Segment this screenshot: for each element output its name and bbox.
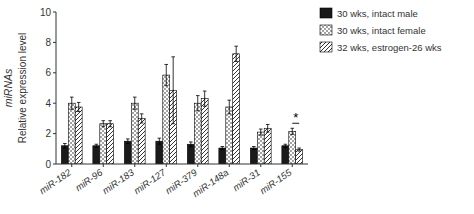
y-tick-label: 2	[45, 128, 51, 139]
legend-swatch	[320, 25, 332, 35]
x-tick	[292, 164, 293, 167]
error-bar	[227, 100, 231, 114]
bar	[296, 150, 303, 164]
y-tick-label: 6	[45, 67, 51, 78]
error-bar	[101, 121, 105, 127]
bar	[289, 131, 296, 164]
y-tick-label: 10	[40, 7, 52, 18]
y-tick-label: 0	[45, 159, 51, 170]
legend-label: 32 wks, estrogen-26 wks	[337, 42, 442, 53]
y-axis	[56, 12, 57, 164]
error-bar	[70, 97, 74, 109]
x-tick-label: miR-31	[231, 167, 262, 194]
bar	[187, 144, 194, 164]
y-axis-label: Relative expression level	[17, 33, 28, 144]
error-bar	[252, 147, 256, 150]
bar	[257, 132, 264, 164]
bar	[226, 107, 233, 164]
error-bar	[77, 102, 81, 111]
x-tick-label: miR-127	[132, 166, 168, 196]
x-tick-label: miR-96	[73, 166, 105, 193]
error-bar	[140, 114, 144, 123]
error-bar	[108, 121, 112, 127]
bar	[131, 103, 138, 164]
legend-swatch	[320, 8, 332, 18]
bar	[163, 75, 170, 164]
bar	[194, 103, 201, 164]
bar	[233, 54, 240, 164]
x-tick	[197, 164, 198, 167]
y-tick-label: 4	[45, 98, 51, 109]
plot-area	[61, 46, 302, 164]
error-bar	[126, 139, 130, 144]
x-tick	[260, 164, 261, 167]
bar	[282, 146, 289, 164]
bar	[68, 103, 75, 164]
x-tick	[229, 164, 230, 167]
error-bar	[189, 142, 193, 147]
error-bar	[63, 143, 67, 148]
error-bar	[203, 91, 207, 106]
x-tick	[103, 164, 104, 167]
error-bar	[133, 97, 137, 109]
error-bar	[266, 124, 270, 132]
error-bar	[221, 147, 225, 150]
error-bar	[259, 129, 263, 135]
error-bar	[164, 64, 168, 85]
bar	[93, 146, 100, 164]
x-tick	[71, 164, 72, 167]
legend-swatch	[320, 42, 332, 52]
x-tick-label: miR-148a	[190, 167, 230, 200]
legend-label: 30 wks, intact male	[337, 8, 418, 19]
error-bar	[95, 144, 99, 147]
bar	[100, 124, 107, 164]
bar	[250, 148, 257, 164]
bar	[201, 99, 208, 164]
bar	[61, 146, 68, 164]
error-bar	[196, 96, 200, 111]
bar	[264, 128, 271, 164]
x-tick	[134, 164, 135, 167]
chart: 0246810miR-182miR-96miR-183miR-127miR-37…	[0, 0, 474, 214]
error-bar	[171, 57, 175, 124]
error-bar	[290, 128, 294, 134]
x-tick	[166, 164, 167, 167]
error-bar	[234, 46, 238, 61]
y-tick-label: 8	[45, 37, 51, 48]
legend-label: 30 wks, intact female	[337, 25, 426, 36]
y-axis-outer-label: miRNAs	[2, 68, 14, 107]
x-axis	[56, 164, 308, 165]
x-tick-label: miR-182	[37, 166, 73, 196]
x-tick-label: miR-155	[258, 166, 294, 196]
error-bar	[284, 144, 288, 147]
bar	[107, 124, 114, 164]
x-tick-label: miR-183	[100, 166, 136, 196]
bar	[124, 141, 131, 164]
bar	[75, 107, 82, 164]
error-bar	[297, 148, 301, 151]
annotation: *	[293, 110, 298, 125]
bar	[138, 118, 145, 164]
error-bar	[158, 138, 162, 144]
bar	[219, 148, 226, 164]
